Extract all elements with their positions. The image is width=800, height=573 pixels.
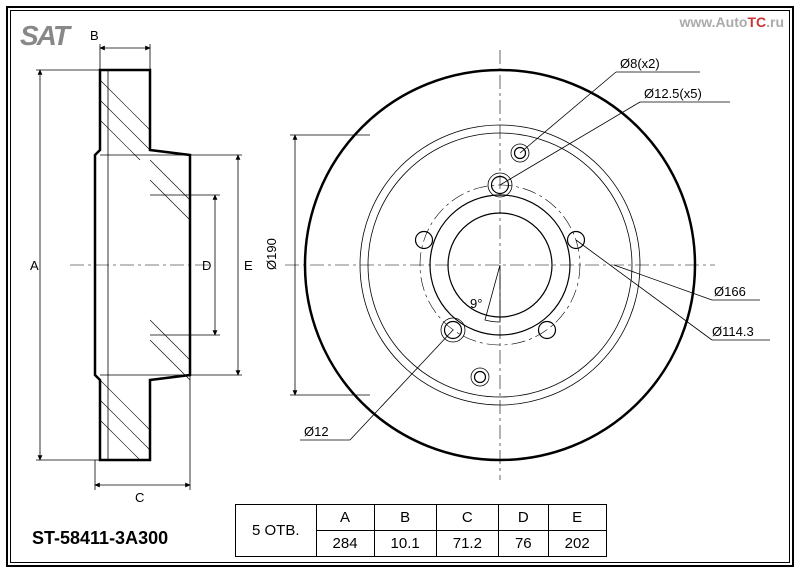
side-label-A: A <box>30 258 39 273</box>
callout-d190: Ø190 <box>264 238 279 270</box>
angle-label: 9° <box>470 296 482 311</box>
side-label-B: B <box>90 28 99 43</box>
callout-d166: Ø166 <box>714 284 746 299</box>
front-view: 9° Ø8(x2) Ø12.5(x5) Ø166 Ø114.3 Ø12 Ø190 <box>264 50 770 480</box>
col-E: E <box>548 505 606 531</box>
col-B: B <box>374 505 436 531</box>
val-C: 71.2 <box>436 531 498 557</box>
callout-d12-5x5: Ø12.5(x5) <box>644 86 702 101</box>
side-label-C: C <box>135 490 144 505</box>
val-A: 284 <box>316 531 374 557</box>
callout-d8x2: Ø8(x2) <box>620 56 660 71</box>
col-D: D <box>498 505 548 531</box>
callout-d114-3: Ø114.3 <box>712 324 754 339</box>
technical-drawing: 9° Ø8(x2) Ø12.5(x5) Ø166 Ø114.3 Ø12 Ø190 <box>0 0 800 573</box>
val-B: 10.1 <box>374 531 436 557</box>
callout-d12: Ø12 <box>304 424 329 439</box>
val-D: 76 <box>498 531 548 557</box>
side-label-E: E <box>244 258 253 273</box>
side-label-D: D <box>202 258 211 273</box>
dimension-table: 5 ОТВ. A B C D E 284 10.1 71.2 76 202 <box>235 504 607 557</box>
col-A: A <box>316 505 374 531</box>
holes-count: 5 ОТВ. <box>236 505 317 557</box>
part-number: ST-58411-3A300 <box>32 528 168 549</box>
col-C: C <box>436 505 498 531</box>
val-E: 202 <box>548 531 606 557</box>
side-view: A B C D E <box>30 28 253 505</box>
